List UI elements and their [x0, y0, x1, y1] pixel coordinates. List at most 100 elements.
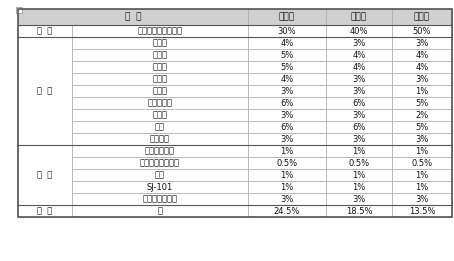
Text: 5%: 5%: [281, 50, 294, 60]
Bar: [72, 25, 248, 37]
Bar: [248, 145, 326, 157]
Text: 5%: 5%: [415, 98, 429, 108]
Text: 2%: 2%: [415, 110, 429, 120]
Bar: [72, 121, 248, 133]
Text: 40%: 40%: [350, 27, 368, 35]
Text: 1%: 1%: [352, 182, 365, 192]
Bar: [326, 145, 392, 157]
Text: 硅灰石: 硅灰石: [153, 62, 168, 72]
Bar: [72, 193, 248, 205]
Text: 4%: 4%: [281, 39, 294, 48]
Text: 3%: 3%: [415, 134, 429, 144]
Bar: [16, 7, 22, 13]
Bar: [72, 157, 248, 169]
Text: 植酸: 植酸: [155, 170, 165, 180]
Bar: [326, 205, 392, 217]
Bar: [248, 97, 326, 109]
Bar: [72, 181, 248, 193]
Bar: [72, 97, 248, 109]
Text: 配方二: 配方二: [351, 13, 367, 21]
Bar: [326, 181, 392, 193]
Bar: [392, 25, 452, 37]
Bar: [392, 181, 452, 193]
Bar: [392, 109, 452, 121]
Text: 6%: 6%: [352, 122, 365, 132]
Bar: [72, 205, 248, 217]
Text: 脂肪醇聚氧乙烯醇: 脂肪醇聚氧乙烯醇: [140, 158, 180, 168]
Text: 24.5%: 24.5%: [274, 206, 300, 216]
Text: 配方一: 配方一: [279, 13, 295, 21]
Bar: [72, 85, 248, 97]
Text: 3%: 3%: [352, 194, 365, 204]
Bar: [72, 145, 248, 157]
Bar: [248, 193, 326, 205]
Bar: [18, 25, 72, 37]
Text: 1%: 1%: [352, 170, 365, 180]
Bar: [18, 205, 72, 217]
Text: 4%: 4%: [281, 74, 294, 84]
Bar: [248, 133, 326, 145]
Text: 索云母: 索云母: [153, 50, 168, 60]
Text: 1%: 1%: [415, 146, 429, 156]
Bar: [392, 169, 452, 181]
Text: 3%: 3%: [352, 110, 365, 120]
Bar: [72, 109, 248, 121]
Bar: [326, 169, 392, 181]
Bar: [392, 145, 452, 157]
Text: 1%: 1%: [415, 170, 429, 180]
Text: 3%: 3%: [352, 74, 365, 84]
Text: 成  分: 成 分: [125, 13, 141, 21]
Text: 3%: 3%: [352, 39, 365, 48]
Text: 三聚磷酸铝: 三聚磷酸铝: [148, 98, 173, 108]
Bar: [392, 9, 452, 25]
Bar: [326, 49, 392, 61]
Bar: [248, 121, 326, 133]
Text: 4%: 4%: [415, 50, 429, 60]
Bar: [392, 61, 452, 73]
Text: 助  剂: 助 剂: [37, 170, 53, 180]
Bar: [326, 157, 392, 169]
Bar: [392, 49, 452, 61]
Bar: [392, 73, 452, 85]
Text: 1%: 1%: [281, 170, 294, 180]
Text: 膏润土: 膏润土: [153, 74, 168, 84]
Bar: [326, 9, 392, 25]
Text: 填  料: 填 料: [37, 86, 53, 96]
Text: 13.5%: 13.5%: [409, 206, 435, 216]
Bar: [392, 97, 452, 109]
Bar: [72, 73, 248, 85]
Bar: [392, 157, 452, 169]
Text: 5%: 5%: [415, 122, 429, 132]
Bar: [326, 97, 392, 109]
Text: 30%: 30%: [278, 27, 296, 35]
Bar: [72, 169, 248, 181]
Text: 3%: 3%: [280, 86, 294, 96]
Text: 0.5%: 0.5%: [411, 158, 433, 168]
Text: 改性丙烯酸树脂乳液: 改性丙烯酸树脂乳液: [138, 27, 183, 35]
Bar: [18, 9, 452, 217]
Bar: [72, 61, 248, 73]
Bar: [326, 109, 392, 121]
Bar: [248, 157, 326, 169]
Bar: [248, 25, 326, 37]
Bar: [18, 9, 248, 25]
Text: 滑石粉: 滑石粉: [153, 39, 168, 48]
Bar: [392, 121, 452, 133]
Text: 纳米炭黑: 纳米炭黑: [150, 134, 170, 144]
Bar: [326, 61, 392, 73]
Text: 4%: 4%: [415, 62, 429, 72]
Text: 锤粉: 锤粉: [155, 122, 165, 132]
Text: 磷酸锤: 磷酸锤: [153, 110, 168, 120]
Text: 4%: 4%: [352, 50, 365, 60]
Text: 18.5%: 18.5%: [346, 206, 372, 216]
Bar: [326, 193, 392, 205]
Bar: [392, 133, 452, 145]
Text: 1%: 1%: [281, 182, 294, 192]
Text: 5%: 5%: [281, 62, 294, 72]
Text: 聚乙烯醇缩二醒: 聚乙烯醇缩二醒: [143, 194, 178, 204]
Text: 玻璃刑: 玻璃刑: [153, 86, 168, 96]
Bar: [248, 109, 326, 121]
Text: 3%: 3%: [352, 134, 365, 144]
Bar: [248, 61, 326, 73]
Text: SJ-101: SJ-101: [147, 182, 173, 192]
